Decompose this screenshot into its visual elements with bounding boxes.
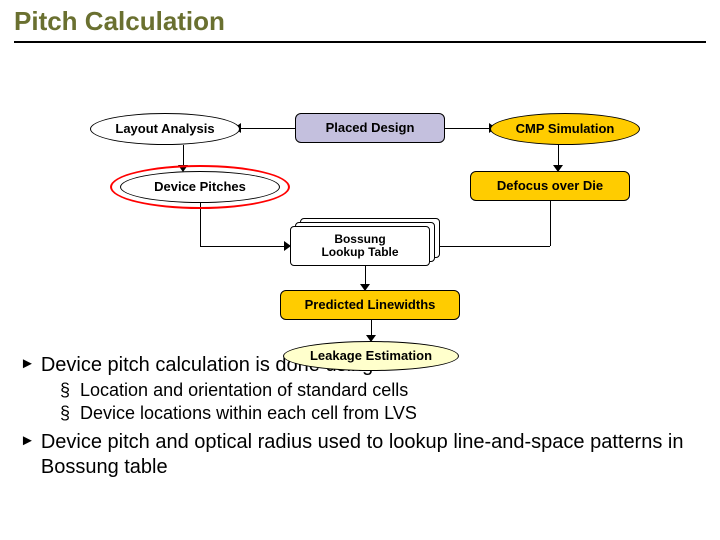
bullet-l1: ► Device pitch and optical radius used to…: [20, 430, 700, 480]
node-bossung: BossungLookup Table: [290, 226, 430, 266]
highlight-oval: [110, 165, 290, 209]
node-defocus: Defocus over Die: [470, 171, 630, 201]
page-title: Pitch Calculation: [0, 0, 720, 39]
edge: [445, 128, 490, 129]
bullet-text: Location and orientation of standard cel…: [80, 380, 408, 401]
edge: [434, 246, 550, 247]
node-layout: Layout Analysis: [90, 113, 240, 145]
bullet-marker: ►: [20, 353, 35, 375]
edge: [200, 246, 286, 247]
edge: [558, 145, 559, 167]
bullet-text: Device pitch and optical radius used to …: [41, 430, 700, 480]
bullet-l2: § Device locations within each cell from …: [60, 403, 700, 424]
node-pred: Predicted Linewidths: [280, 290, 460, 320]
bullet-marker: ►: [20, 430, 35, 452]
edge: [240, 128, 295, 129]
node-placed: Placed Design: [295, 113, 445, 143]
flowchart: Layout Analysis Placed Design CMP Simulati…: [0, 43, 720, 343]
node-leak: Leakage Estimation: [283, 341, 459, 371]
edge: [365, 266, 366, 286]
edge: [183, 145, 184, 167]
node-cmp: CMP Simulation: [490, 113, 640, 145]
bullet-marker: §: [60, 380, 70, 401]
bullet-marker: §: [60, 403, 70, 424]
bullet-l2: § Location and orientation of standard ce…: [60, 380, 700, 401]
edge: [200, 203, 201, 246]
edge: [550, 201, 551, 246]
bullet-text: Device locations within each cell from L…: [80, 403, 417, 424]
